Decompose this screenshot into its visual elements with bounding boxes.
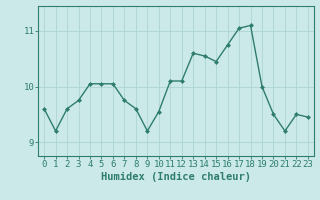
X-axis label: Humidex (Indice chaleur): Humidex (Indice chaleur) [101, 172, 251, 182]
